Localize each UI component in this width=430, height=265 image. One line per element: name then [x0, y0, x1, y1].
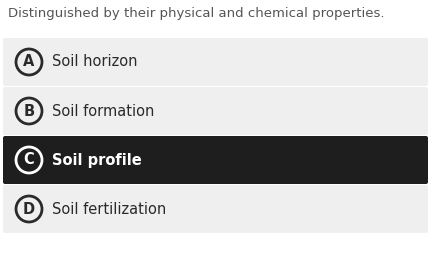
Text: Soil formation: Soil formation: [52, 104, 154, 118]
FancyBboxPatch shape: [3, 185, 427, 233]
Text: B: B: [23, 104, 34, 118]
Text: Soil fertilization: Soil fertilization: [52, 201, 166, 217]
FancyBboxPatch shape: [3, 38, 427, 86]
Text: D: D: [23, 201, 35, 217]
Text: Distinguished by their physical and chemical properties.: Distinguished by their physical and chem…: [8, 7, 384, 20]
Text: Soil profile: Soil profile: [52, 152, 141, 167]
Text: C: C: [24, 152, 34, 167]
Text: Soil horizon: Soil horizon: [52, 55, 137, 69]
FancyBboxPatch shape: [3, 136, 427, 184]
FancyBboxPatch shape: [3, 87, 427, 135]
Text: A: A: [23, 55, 34, 69]
